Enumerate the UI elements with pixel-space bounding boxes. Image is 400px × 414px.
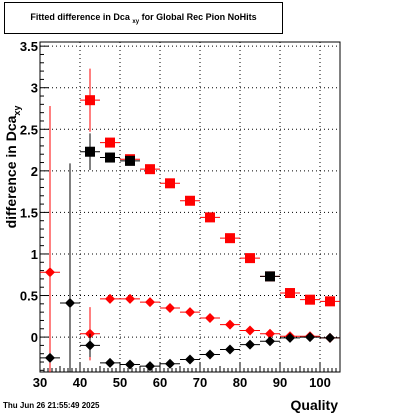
axes: 30 40 50 60 70 80 90 100 0 0.5 1 1.5 2 2.5 3 3.5 bbox=[20, 39, 341, 390]
y-axis-tick-label: 2 bbox=[31, 164, 38, 179]
y-axis-tick-label: 0 bbox=[31, 330, 38, 345]
data-point-square bbox=[125, 155, 135, 166]
grid bbox=[40, 42, 340, 372]
data-point-diamond bbox=[265, 328, 275, 339]
data-point-diamond bbox=[105, 357, 115, 368]
data-point-diamond bbox=[245, 325, 255, 336]
chart-title-subscript: xy bbox=[132, 18, 140, 25]
data-point-diamond bbox=[45, 267, 55, 278]
chart-title-box: Fitted difference in Dca xy for Global R… bbox=[4, 2, 283, 34]
data-point-diamond bbox=[145, 361, 155, 372]
x-axis-tick-label: 100 bbox=[309, 375, 331, 390]
x-axis-tick-label: 70 bbox=[193, 375, 207, 390]
data-point-diamond bbox=[325, 332, 335, 343]
y-axis-label-main: difference in Dca bbox=[3, 115, 19, 228]
data-marks bbox=[40, 68, 340, 372]
data-point-square bbox=[105, 152, 115, 163]
data-point-diamond bbox=[245, 339, 255, 350]
data-point-diamond bbox=[165, 302, 175, 313]
data-point-diamond bbox=[185, 354, 195, 365]
data-point-diamond bbox=[225, 344, 235, 355]
x-axis-label: Quality bbox=[291, 397, 339, 413]
chart-title-rest: for Global Rec Pion NoHits bbox=[139, 12, 257, 22]
data-point-square bbox=[85, 146, 95, 157]
data-point-diamond bbox=[45, 352, 55, 363]
y-axis-tick-label: 3 bbox=[31, 81, 38, 96]
data-point-diamond bbox=[205, 312, 215, 323]
data-point-square bbox=[225, 233, 235, 244]
y-axis-tick-label: 1 bbox=[31, 247, 38, 262]
data-point-diamond bbox=[265, 336, 275, 347]
data-point-diamond bbox=[105, 293, 115, 304]
data-point-square bbox=[165, 178, 175, 189]
data-point-diamond bbox=[125, 293, 135, 304]
data-point-square bbox=[85, 95, 95, 106]
data-point-diamond bbox=[205, 349, 215, 360]
data-point-diamond bbox=[125, 359, 135, 370]
y-axis-label-subscript: xy bbox=[12, 106, 22, 116]
x-axis-tick-label: 30 bbox=[33, 375, 47, 390]
data-point-diamond bbox=[165, 358, 175, 369]
data-point-square bbox=[185, 195, 195, 206]
data-point-diamond bbox=[305, 332, 315, 343]
data-point-square bbox=[325, 296, 335, 307]
y-axis-label: difference in Dcaxy bbox=[3, 106, 22, 229]
x-axis-tick-label: 60 bbox=[153, 375, 167, 390]
y-axis-tick-label: 0.5 bbox=[20, 289, 38, 304]
chart-title: Fitted difference in Dca xy for Global R… bbox=[5, 12, 282, 25]
data-point-square bbox=[245, 253, 255, 264]
y-axis-tick-label: 3.5 bbox=[20, 39, 38, 54]
data-point-square bbox=[205, 212, 215, 223]
data-point-diamond bbox=[185, 307, 195, 318]
plot-frame bbox=[39, 41, 341, 373]
data-point-diamond bbox=[285, 332, 295, 343]
data-point-square bbox=[105, 137, 115, 148]
data-point-diamond bbox=[65, 298, 75, 309]
y-axis-tick-label: 1.5 bbox=[20, 205, 38, 220]
data-point-square bbox=[305, 294, 315, 305]
x-axis-tick-label: 90 bbox=[273, 375, 287, 390]
y-axis-tick-label: 2.5 bbox=[20, 122, 38, 137]
timestamp: Thu Jun 26 21:55:49 2025 bbox=[3, 401, 100, 410]
x-axis-tick-label: 80 bbox=[233, 375, 247, 390]
data-point-square bbox=[285, 288, 295, 299]
data-point-square bbox=[145, 164, 155, 175]
chart-title-main: Fitted difference in Dca bbox=[30, 12, 130, 22]
data-point-diamond bbox=[85, 340, 95, 351]
data-point-diamond bbox=[225, 319, 235, 330]
data-point-square bbox=[265, 271, 275, 282]
x-axis-tick-label: 50 bbox=[113, 375, 127, 390]
data-point-diamond bbox=[145, 297, 155, 308]
x-axis-tick-label: 40 bbox=[73, 375, 87, 390]
